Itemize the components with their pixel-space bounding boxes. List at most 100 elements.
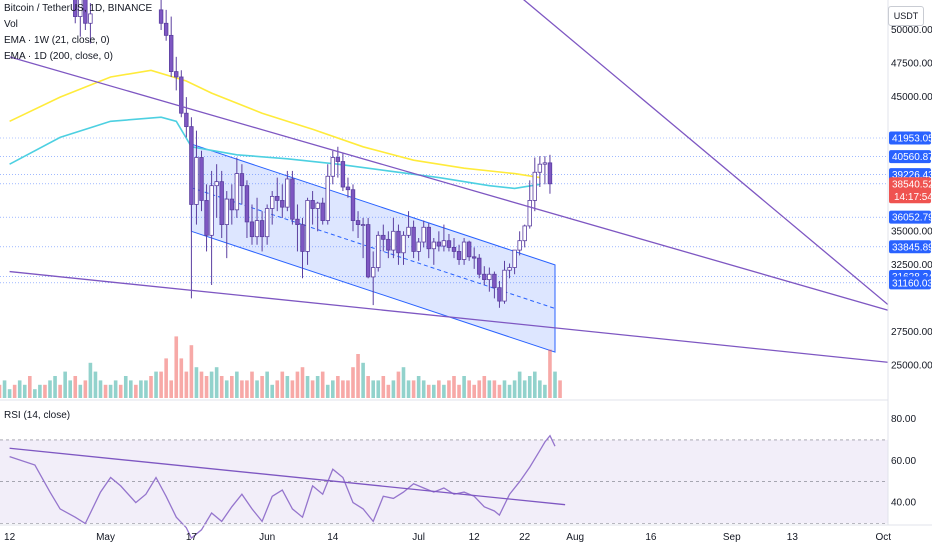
volume-bar xyxy=(189,345,194,398)
volume-bar xyxy=(290,380,295,398)
candle-body xyxy=(290,178,295,220)
candle-body xyxy=(466,241,472,258)
candle-body xyxy=(365,224,371,278)
price-tick-label: 50000.00 xyxy=(891,25,932,36)
ema-200-line xyxy=(9,69,541,179)
candle-body xyxy=(482,273,487,281)
volume-bar xyxy=(144,380,148,398)
candle-body xyxy=(512,249,517,268)
candle-body xyxy=(355,220,361,225)
volume-bar xyxy=(396,371,401,398)
candle-body xyxy=(234,173,240,211)
volume-bar xyxy=(83,380,88,398)
candle-body xyxy=(441,240,447,247)
candle-body xyxy=(78,0,83,17)
price-tag-label: 36052.79 xyxy=(892,213,932,224)
volume-bar xyxy=(103,384,108,398)
candle-body xyxy=(239,173,245,187)
rsi-trendline xyxy=(9,447,566,506)
volume-bar xyxy=(527,376,532,398)
price-tick-label: 45000.00 xyxy=(891,92,932,103)
volume-bar xyxy=(462,376,466,398)
candle-body xyxy=(88,13,93,24)
volume-bar xyxy=(0,384,2,398)
volume-bar xyxy=(381,376,386,398)
volume-bar xyxy=(270,384,274,398)
volume-bar xyxy=(139,380,143,398)
volume-bar xyxy=(331,380,335,398)
volume-bar xyxy=(341,380,345,398)
volume-bar xyxy=(295,371,300,398)
volume-bar xyxy=(300,367,305,398)
volume-bar xyxy=(447,380,451,398)
volume-bar xyxy=(63,371,67,398)
candle-body xyxy=(330,157,335,177)
price-tag xyxy=(889,240,931,254)
volume-bar xyxy=(351,367,355,398)
rsi-tick-label: 60.00 xyxy=(891,456,916,467)
price-tag-label: 41953.05 xyxy=(892,133,932,144)
price-tag-label: 40560.87 xyxy=(892,152,932,163)
volume-bar xyxy=(275,380,280,398)
volume-bar xyxy=(366,376,370,398)
candle-body xyxy=(229,198,234,211)
volume-bar xyxy=(512,380,517,398)
volume-bar xyxy=(416,376,421,398)
candle-body xyxy=(189,126,194,205)
volume-bar xyxy=(336,376,340,398)
candle-body xyxy=(507,267,512,271)
volume-bar xyxy=(68,380,72,398)
rsi-tick-label: 40.00 xyxy=(891,498,916,509)
price-tick-label: 35000.00 xyxy=(891,226,932,237)
volume-bar xyxy=(149,376,153,398)
candle-body xyxy=(487,273,492,281)
currency-button[interactable]: USDT xyxy=(888,6,924,26)
candle-body xyxy=(214,181,219,187)
candle-body xyxy=(184,112,189,128)
volume-bar xyxy=(406,380,411,398)
candle-body xyxy=(259,220,265,238)
time-tick-label: May xyxy=(96,532,115,543)
volume-bar xyxy=(240,380,244,398)
time-tick-label: 13 xyxy=(787,532,799,543)
volume-bar xyxy=(2,380,7,398)
volume-bar xyxy=(93,371,98,398)
volume-bar xyxy=(285,376,290,398)
volume-bar xyxy=(38,384,42,398)
volume-bar xyxy=(376,380,381,398)
volume-bar xyxy=(391,380,396,398)
volume-bar xyxy=(48,380,52,398)
volume-bar xyxy=(371,380,375,398)
candle-body xyxy=(244,185,250,223)
price-tag-label: 39226.43 xyxy=(892,170,932,181)
volume-bar xyxy=(108,384,113,398)
volume-bar xyxy=(230,376,234,398)
volume-bar xyxy=(184,371,189,398)
candle-body xyxy=(295,218,300,225)
volume-bar xyxy=(280,371,285,398)
candle-body xyxy=(325,175,330,221)
volume-bar xyxy=(214,367,219,398)
candle-body xyxy=(199,157,204,201)
volume-bar xyxy=(118,384,123,398)
time-tick-label: 16 xyxy=(645,532,657,543)
candle-body xyxy=(532,171,537,201)
volume-bar xyxy=(134,384,138,398)
volume-bar xyxy=(159,371,163,398)
legend-rsi: RSI (14, close) xyxy=(4,410,71,421)
volume-bar xyxy=(265,371,269,398)
candle-body xyxy=(527,200,532,227)
candle-body xyxy=(264,208,270,238)
candle-body xyxy=(492,273,497,289)
candle-body xyxy=(436,241,442,247)
candle-body xyxy=(305,200,310,252)
candle-body xyxy=(275,196,280,201)
candle-body xyxy=(280,200,285,208)
price-tag-label: 38540.52 xyxy=(892,179,932,190)
time-tick-label: 17 xyxy=(186,532,198,543)
volume-bar xyxy=(98,380,103,398)
candle-body xyxy=(401,234,406,254)
volume-bar xyxy=(154,371,158,398)
